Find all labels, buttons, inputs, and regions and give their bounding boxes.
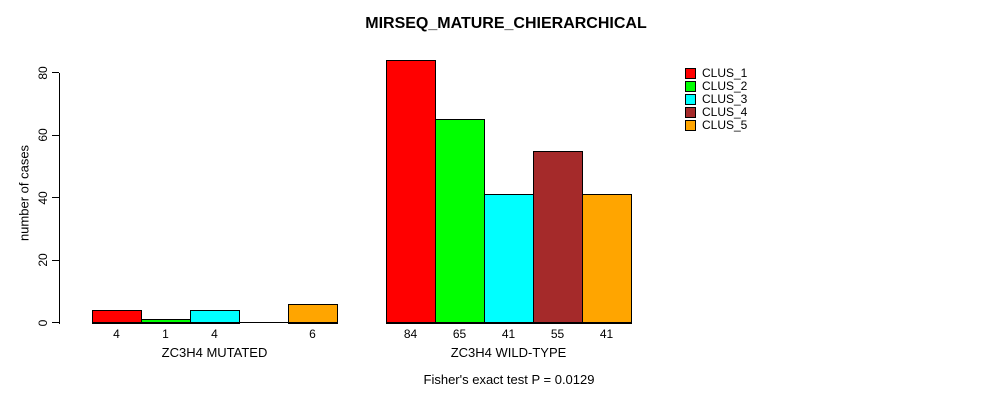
y-tick-label: 0 bbox=[36, 319, 50, 326]
y-axis-label: number of cases bbox=[16, 144, 32, 242]
bar-clus_4-wildtype bbox=[533, 150, 583, 324]
y-axis-tick bbox=[52, 259, 59, 261]
bar-clus_5-wildtype bbox=[582, 194, 632, 324]
legend-label-clus_2: CLUS_2 bbox=[702, 79, 748, 93]
legend-swatch-clus_1 bbox=[685, 67, 696, 79]
legend-label-clus_4: CLUS_4 bbox=[702, 105, 748, 119]
y-axis-tick bbox=[52, 72, 59, 74]
y-tick-label: 80 bbox=[36, 65, 50, 80]
bar-clus_1-mutated bbox=[92, 310, 142, 324]
bar-value-label: 41 bbox=[599, 326, 614, 341]
legend-swatch-clus_3 bbox=[685, 93, 696, 105]
legend-swatch-clus_4 bbox=[685, 106, 696, 118]
bar-clus_3-mutated bbox=[190, 310, 240, 324]
y-axis-tick bbox=[52, 197, 59, 199]
annotation-text: Fisher's exact test P = 0.0129 bbox=[423, 372, 595, 387]
chart-title: MIRSEQ_MATURE_CHIERARCHICAL bbox=[365, 15, 647, 32]
bar-value-label: 4 bbox=[113, 326, 120, 341]
bar-value-label: 84 bbox=[403, 326, 418, 341]
group-baseline bbox=[92, 322, 338, 324]
y-axis-line bbox=[59, 72, 60, 324]
y-axis-tick bbox=[52, 322, 59, 324]
legend-label-clus_3: CLUS_3 bbox=[702, 92, 748, 106]
y-axis-tick bbox=[52, 134, 59, 136]
group-label: ZC3H4 MUTATED bbox=[161, 345, 268, 360]
bar-value-label: 6 bbox=[309, 326, 316, 341]
bar-clus_2-wildtype bbox=[435, 119, 485, 324]
y-tick-label: 40 bbox=[36, 190, 50, 205]
group-baseline bbox=[386, 322, 632, 324]
bar-value-label: 4 bbox=[211, 326, 218, 341]
legend-label-clus_5: CLUS_5 bbox=[702, 118, 748, 132]
legend-label-clus_1: CLUS_1 bbox=[702, 66, 748, 80]
legend-swatch-clus_5 bbox=[685, 119, 696, 131]
bar-clus_3-wildtype bbox=[484, 194, 534, 324]
y-tick-label: 60 bbox=[36, 128, 50, 142]
legend-swatch-clus_2 bbox=[685, 80, 696, 92]
bar-value-label: 1 bbox=[162, 326, 169, 341]
group-label: ZC3H4 WILD-TYPE bbox=[450, 345, 567, 360]
bar-value-label: 55 bbox=[550, 326, 565, 341]
bar-value-label: 41 bbox=[501, 326, 516, 341]
bar-clus_1-wildtype bbox=[386, 60, 436, 324]
bar-clus_5-mutated bbox=[288, 303, 338, 324]
y-tick-label: 20 bbox=[36, 253, 50, 267]
bar-value-label: 65 bbox=[452, 326, 467, 341]
